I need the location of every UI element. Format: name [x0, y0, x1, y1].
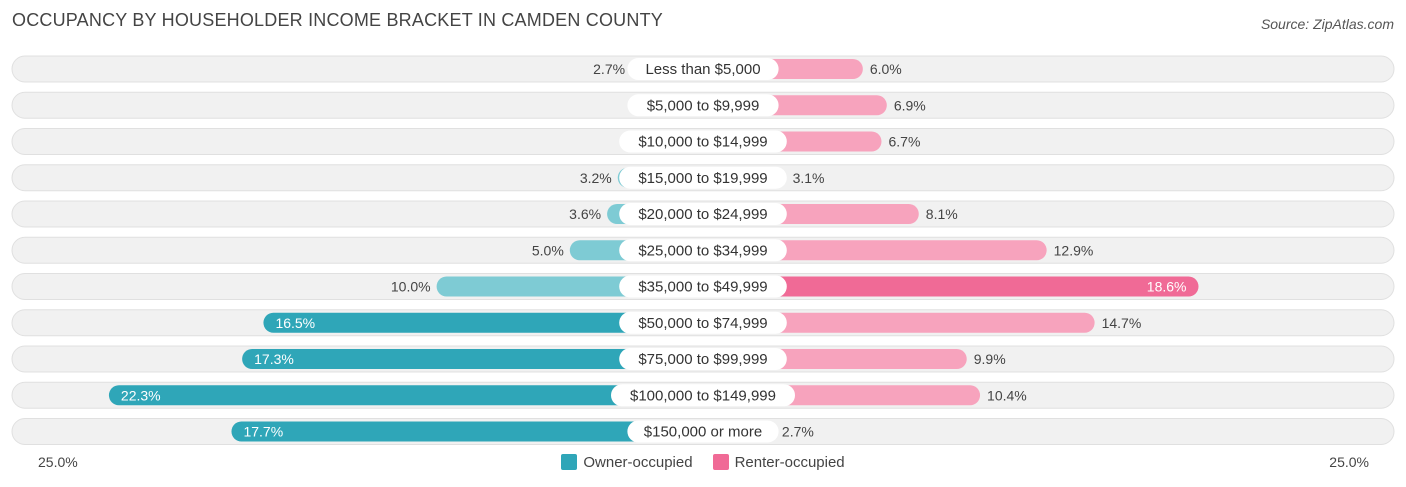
owner-value-label: 2.7%	[593, 61, 625, 77]
category-pill	[627, 58, 779, 80]
category-label: $35,000 to $49,999	[638, 279, 767, 296]
category-pill	[611, 384, 795, 407]
category-label: $10,000 to $14,999	[638, 134, 767, 151]
category-label: $20,000 to $24,999	[638, 206, 767, 223]
owner-value-label: 22.3%	[121, 387, 161, 403]
axis-right-label: 25.0%	[1329, 454, 1369, 470]
legend: Owner-occupied Renter-occupied	[0, 452, 1406, 472]
owner-value-label: 3.2%	[580, 170, 612, 186]
renter-value-label: 14.7%	[1102, 315, 1142, 331]
renter-value-label: 2.7%	[782, 424, 814, 440]
category-pill	[619, 239, 787, 262]
legend-renter-swatch	[712, 454, 729, 470]
owner-value-label: 16.5%	[275, 315, 315, 331]
category-pill	[627, 94, 779, 117]
renter-value-label: 8.1%	[926, 206, 958, 222]
owner-value-label: 17.7%	[243, 424, 283, 440]
legend-renter[interactable]: Renter-occupied	[712, 452, 845, 472]
renter-value-label: 9.9%	[974, 351, 1006, 367]
category-label: Less than $5,000	[645, 61, 760, 78]
legend-owner-label: Owner-occupied	[583, 453, 693, 471]
renter-value-label: 6.9%	[894, 97, 926, 113]
category-pill	[619, 130, 787, 153]
renter-value-label: 3.1%	[793, 170, 825, 186]
category-label: $100,000 to $149,999	[630, 387, 776, 404]
legend-owner-swatch	[561, 454, 578, 470]
renter-value-label: 18.6%	[1147, 279, 1187, 295]
category-pill	[619, 348, 787, 370]
legend-renter-label: Renter-occupied	[734, 453, 845, 471]
renter-bar	[703, 240, 1047, 261]
legend-owner[interactable]: Owner-occupied	[561, 452, 693, 472]
renter-value-label: 6.7%	[888, 134, 920, 150]
axis-left-label: 25.0%	[38, 454, 78, 470]
renter-bar	[703, 276, 1199, 297]
renter-value-label: 12.9%	[1054, 242, 1094, 258]
owner-bar	[242, 349, 704, 369]
category-pill	[627, 420, 779, 443]
owner-value-label: 5.0%	[532, 242, 564, 258]
chart-title: OCCUPANCY BY HOUSEHOLDER INCOME BRACKET …	[12, 10, 663, 30]
category-label: $5,000 to $9,999	[647, 97, 760, 114]
category-pill	[619, 203, 787, 225]
owner-value-label: 3.6%	[569, 206, 601, 222]
category-pill	[619, 275, 787, 298]
category-pill	[619, 311, 787, 334]
owner-value-label: 17.3%	[254, 351, 294, 367]
category-label: $75,000 to $99,999	[638, 351, 767, 368]
owner-value-label: 10.0%	[391, 279, 431, 295]
category-label: $150,000 or more	[644, 424, 762, 441]
owner-bar	[231, 421, 704, 442]
renter-value-label: 10.4%	[987, 387, 1027, 403]
renter-bar	[703, 312, 1095, 333]
chart-area: 2.7%6.0%Less than $5,0000.75%6.9%$5,000 …	[11, 55, 1395, 445]
source-label: Source: ZipAtlas.com	[1260, 16, 1394, 32]
category-label: $15,000 to $19,999	[638, 170, 767, 187]
category-label: $25,000 to $34,999	[638, 242, 767, 259]
renter-value-label: 6.0%	[870, 61, 902, 77]
category-pill	[619, 166, 787, 189]
owner-bar	[263, 312, 703, 333]
category-label: $50,000 to $74,999	[638, 315, 767, 332]
owner-bar	[108, 385, 704, 406]
